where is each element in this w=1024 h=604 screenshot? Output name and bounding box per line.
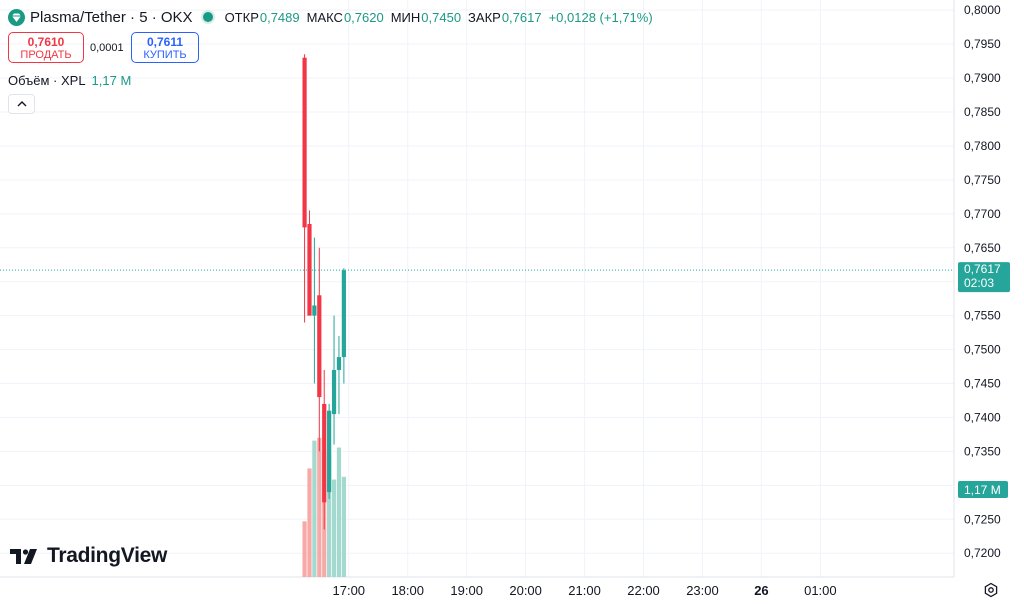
- volume-legend[interactable]: Объём · XPL 1,17 M: [8, 73, 131, 88]
- candle-body: [336, 357, 342, 370]
- time-axis[interactable]: 17:00 18:00 19:00 20:00 21:00 22:00 23:00 26 01:…: [333, 583, 837, 598]
- y-tick-label: 0,7400: [964, 410, 1001, 424]
- volume-bar: [336, 447, 342, 577]
- price-badge: 0,7617 02:03: [958, 262, 1010, 293]
- tradingview-logo[interactable]: TradingView: [10, 544, 167, 568]
- x-tick-label: 18:00: [391, 583, 424, 598]
- close-label: ЗАКР: [468, 9, 501, 25]
- buy-price: 0,7611: [146, 35, 184, 49]
- market-open-icon: [202, 12, 213, 22]
- candle-body: [302, 57, 307, 228]
- volume-badge: 1,17 M: [958, 481, 1008, 498]
- candle-body: [327, 410, 332, 493]
- y-tick-label: 0,7500: [964, 343, 1001, 357]
- gear-icon: [984, 582, 998, 598]
- high-value: 0,7620: [343, 9, 384, 25]
- y-tick-label: 0,7700: [964, 207, 1001, 221]
- sell-price: 0,7610: [27, 35, 65, 49]
- y-tick-label: 0,7850: [964, 105, 1001, 119]
- low-label: МИН: [390, 9, 421, 25]
- x-tick-label: 21:00: [568, 583, 601, 598]
- y-tick-label: 0,7200: [964, 546, 1001, 560]
- volume-bar: [307, 468, 312, 577]
- symbol-title[interactable]: Plasma/Tether · 5 · OKX: [30, 8, 193, 26]
- volume-legend-label: Объём · XPL: [8, 73, 86, 88]
- sell-button[interactable]: 0,7610 ПРОДАТЬ: [8, 32, 84, 63]
- volume-bar: [302, 521, 307, 577]
- buy-button[interactable]: 0,7611 КУПИТЬ: [131, 32, 199, 63]
- y-tick-label: 0,7900: [964, 71, 1001, 85]
- tradingview-mark-icon: [10, 549, 37, 564]
- sell-label: ПРОДАТЬ: [20, 49, 72, 61]
- x-tick-label: 17:00: [333, 583, 366, 598]
- x-tick-label: 26: [754, 583, 768, 598]
- candle-body: [322, 403, 327, 503]
- change-value: +0,0128 (+1,71%): [548, 9, 653, 25]
- volume-legend-value: 1,17 M: [91, 73, 132, 88]
- y-tick-label: 0,7800: [964, 139, 1001, 153]
- spread-value: 0,0001: [90, 42, 124, 54]
- volume-badge-value: 1,17 M: [964, 483, 1001, 497]
- x-tick-label: 20:00: [509, 583, 542, 598]
- plasma-logo-icon: [8, 8, 25, 26]
- high-label: МАКС: [306, 9, 343, 25]
- y-tick-label: 0,7750: [964, 173, 1001, 187]
- open-label: ОТКР: [224, 9, 259, 25]
- brand-name: TradingView: [47, 544, 168, 567]
- close-value: 0,7617: [501, 9, 542, 25]
- symbol-legend: Plasma/Tether · 5 · OKX ОТКР 0,7489 МАКС…: [8, 7, 660, 27]
- y-tick-label: 0,7550: [964, 309, 1001, 323]
- volume-bar: [317, 437, 322, 577]
- price-badge-value: 0,7617: [964, 262, 1001, 276]
- y-tick-label: 0,8000: [964, 3, 1001, 17]
- x-tick-label: 22:00: [627, 583, 660, 598]
- y-tick-label: 0,7650: [964, 241, 1001, 255]
- volume-bar: [312, 440, 317, 577]
- chart-settings-button[interactable]: [982, 581, 1000, 599]
- candle-body: [312, 305, 317, 316]
- x-tick-label: 19:00: [450, 583, 483, 598]
- candle-body: [331, 369, 337, 415]
- open-value: 0,7489: [259, 9, 300, 25]
- x-tick-label: 23:00: [686, 583, 719, 598]
- volume-bar: [327, 454, 332, 577]
- grid: [0, 0, 954, 577]
- collapse-legend-button[interactable]: [8, 94, 35, 114]
- chevron-up-icon: [17, 101, 26, 107]
- price-badge-countdown: 02:03: [964, 276, 994, 290]
- y-tick-label: 0,7250: [964, 512, 1001, 526]
- y-tick-label: 0,7350: [964, 444, 1001, 458]
- candle-body: [341, 270, 346, 358]
- x-tick-label: 01:00: [804, 583, 837, 598]
- y-tick-label: 0,7950: [964, 37, 1001, 51]
- y-tick-label: 0,7450: [964, 377, 1001, 391]
- candle-body: [317, 295, 322, 398]
- volume-bar: [331, 479, 337, 577]
- volume-bar: [341, 476, 346, 577]
- low-value: 0,7450: [421, 9, 462, 25]
- buy-label: КУПИТЬ: [143, 49, 187, 61]
